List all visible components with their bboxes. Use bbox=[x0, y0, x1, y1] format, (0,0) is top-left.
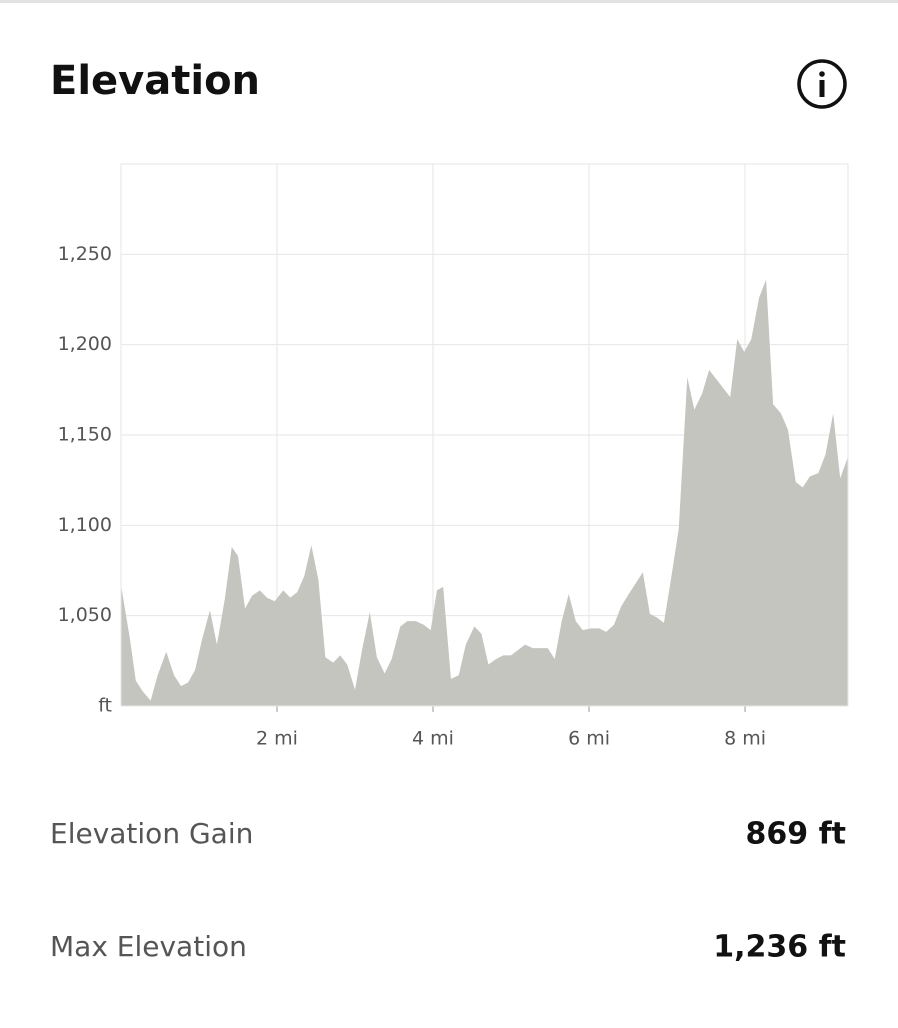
y-tick-label: 1,100 bbox=[58, 514, 112, 536]
plot-area: ft 1,050 1,100 1,150 1,200 1,250 2 mi 4 mi 6 mi 8… bbox=[58, 164, 848, 750]
stat-label: Max Elevation bbox=[50, 930, 247, 963]
elevation-area bbox=[121, 279, 848, 706]
info-button[interactable] bbox=[797, 59, 847, 109]
x-tick-label: 2 mi bbox=[256, 728, 298, 750]
y-tick-label: 1,250 bbox=[58, 243, 112, 265]
stat-label: Elevation Gain bbox=[50, 817, 253, 850]
stat-value: 869 ft bbox=[746, 817, 846, 852]
card-title: Elevation bbox=[50, 58, 260, 104]
y-tick-label: 1,150 bbox=[58, 424, 112, 446]
stats: Elevation Gain 869 ft Max Elevation 1,236 f… bbox=[50, 817, 846, 965]
plot-border bbox=[120, 163, 849, 707]
y-tick-label: 1,050 bbox=[58, 604, 112, 626]
x-tick-label: 8 mi bbox=[724, 728, 766, 750]
x-tick-label: 6 mi bbox=[568, 728, 610, 750]
y-tick-label: 1,200 bbox=[58, 333, 112, 355]
x-tick-label: 4 mi bbox=[412, 728, 454, 750]
y-tick-label: ft bbox=[98, 695, 112, 717]
stat-value: 1,236 ft bbox=[713, 930, 846, 965]
